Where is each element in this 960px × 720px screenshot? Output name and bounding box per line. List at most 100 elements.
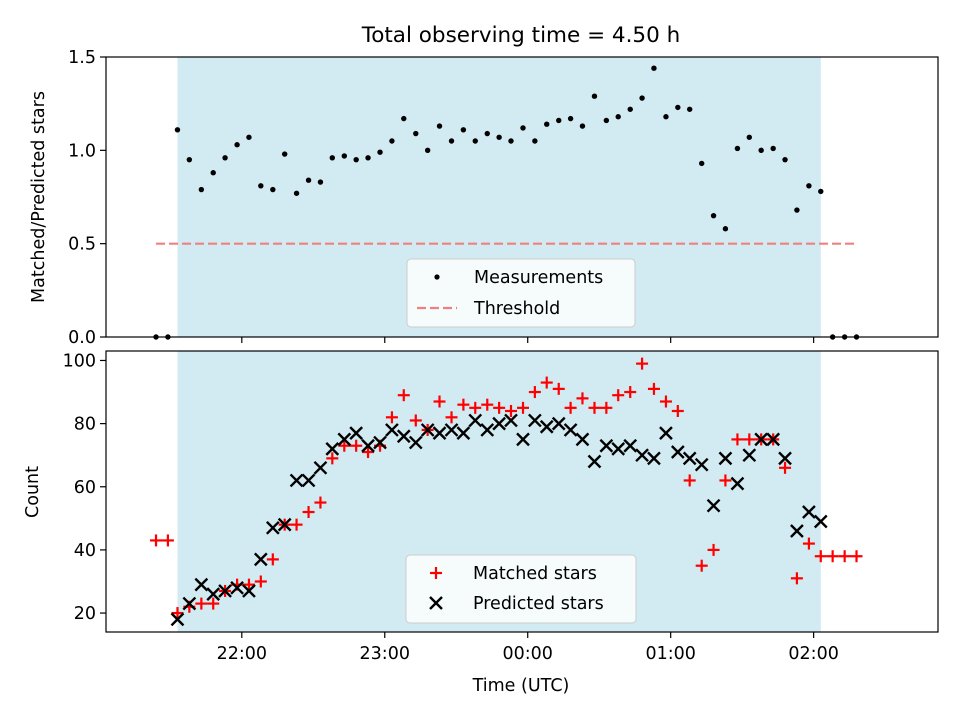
predicted-star-point (420, 423, 435, 437)
x-tick-label: 00:00 (502, 644, 552, 664)
measurement-point (448, 138, 455, 144)
predicted-star-point (563, 423, 578, 437)
predicted-star-point (670, 445, 685, 459)
count-plot-frame (105, 350, 939, 633)
measurement-point (520, 125, 526, 131)
matched-star-point (814, 550, 827, 563)
predicted-star-point (790, 524, 804, 538)
matched-star-point (362, 446, 375, 459)
predicted-star-point (766, 432, 781, 447)
predicted-star-point (194, 577, 209, 592)
measurement-point (675, 104, 681, 111)
matched-star-point (802, 537, 815, 550)
measurement-point (686, 106, 693, 112)
measurement-point (246, 134, 252, 140)
predicted-star-point (385, 423, 399, 437)
matched-star-point (150, 534, 163, 547)
y-tick-label: 1.0 (68, 141, 96, 161)
y-tick-label: 20 (74, 604, 96, 624)
predicted-star-point (778, 451, 792, 466)
predicted-star-point (480, 423, 495, 437)
measurement-point (770, 145, 776, 152)
predicted-star-point (516, 432, 530, 447)
predicted-star-point (206, 587, 221, 601)
matched-star-point (695, 559, 708, 572)
predicted-star-point (182, 596, 197, 611)
measurement-point (365, 155, 371, 161)
predicted-star-point (361, 438, 375, 453)
predicted-star-point (742, 448, 757, 463)
x-tick-label: 01:00 (645, 644, 695, 664)
measurement-point (794, 207, 800, 213)
predicted-star-point (289, 473, 304, 488)
ratio-y-ticks: 0.0 0.5 1.0 1.5 (68, 48, 106, 348)
predicted-star-point (265, 520, 280, 535)
measurement-point (818, 188, 824, 195)
predicted-star-point (754, 432, 769, 447)
y-tick-label: 60 (74, 478, 96, 498)
measurement-point (556, 117, 562, 124)
y-tick-label: 0.0 (68, 328, 96, 348)
matched-star-point (707, 543, 720, 556)
count-x-ticks: 22:00 23:00 00:00 01:00 02:00 (217, 632, 839, 664)
matched-star-point (433, 395, 446, 408)
measurement-point (186, 156, 193, 163)
measurement-point (436, 123, 443, 129)
matched-star-point (671, 404, 684, 417)
predicted-star-point (802, 505, 816, 519)
measurement-legend-label: Measurements (474, 268, 603, 288)
matched-star-point (314, 496, 327, 509)
predicted-star-point (718, 451, 733, 466)
predicted-star-point (170, 612, 185, 627)
predicted-star-point (444, 423, 459, 437)
matched-star-point (826, 550, 839, 563)
y-tick-label: 1.5 (68, 48, 96, 68)
measurement-point (234, 142, 240, 148)
ratio-legend: Measurements Threshold (406, 258, 636, 328)
matched-star-point (588, 401, 601, 414)
matched-star-point (457, 398, 470, 411)
matched-star-point (624, 386, 637, 399)
x-tick-label: 22:00 (217, 644, 267, 664)
y-tick-label: 80 (74, 415, 96, 435)
predicted-star-point (408, 435, 423, 450)
matched-star-point (504, 404, 517, 417)
measurement-point (270, 186, 276, 193)
ratio-y-axis-label: Matched/Predicted stars (29, 91, 49, 303)
predicted-star-point (730, 476, 745, 491)
predicted-star-point (694, 457, 709, 472)
count-y-ticks: 20 40 60 80 100 (63, 351, 106, 624)
measurement-point (424, 147, 431, 154)
predicted-star-point (813, 514, 828, 529)
measurement-legend-marker (434, 274, 440, 280)
measurement-point (305, 177, 312, 183)
matched-star-point (266, 553, 279, 566)
predicted-star-point (301, 473, 316, 488)
matched-star-point (647, 382, 660, 395)
matched-star-point (540, 376, 553, 389)
predicted-legend-label: Predicted stars (473, 594, 604, 614)
measurement-points (153, 65, 860, 340)
predicted-star-point (253, 552, 268, 567)
predicted-star-point (230, 580, 244, 595)
matched-star-point (302, 506, 315, 519)
matched-star-point (517, 401, 530, 414)
measurement-point (806, 183, 812, 189)
measurement-point (710, 212, 717, 219)
predicted-star-point (396, 429, 411, 444)
measurement-point (353, 156, 359, 163)
matched-star-point (838, 550, 851, 563)
matched-star-point (350, 439, 363, 452)
matched-star-point (612, 389, 625, 402)
matched-star-points (150, 357, 863, 620)
y-tick-label: 0.5 (68, 235, 96, 255)
matched-legend-marker (430, 567, 442, 579)
threshold-legend-label: Threshold (473, 299, 560, 319)
ratio-legend-box (406, 258, 636, 328)
measurement-point (722, 226, 729, 232)
predicted-star-point (432, 426, 447, 440)
y-tick-label: 100 (63, 351, 96, 371)
measurement-point (508, 138, 514, 144)
measurement-point (603, 117, 610, 124)
